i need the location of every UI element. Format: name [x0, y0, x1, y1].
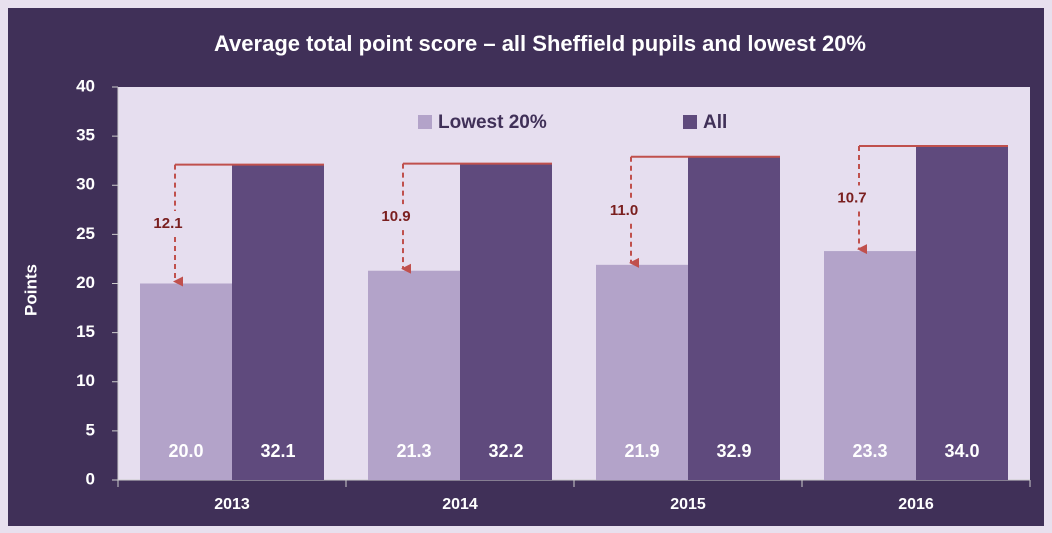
legend-swatch	[683, 115, 697, 129]
chart-title: Average total point score – all Sheffiel…	[214, 31, 866, 56]
x-tick-label: 2013	[214, 496, 250, 513]
value-label: 21.9	[624, 441, 659, 461]
y-tick-label: 5	[86, 420, 95, 439]
legend-label: All	[703, 112, 727, 133]
x-tick-label: 2016	[898, 496, 934, 513]
bar	[368, 270, 460, 480]
value-label: 32.1	[260, 441, 295, 461]
difference-label: 10.9	[381, 208, 410, 225]
y-tick-label: 20	[76, 273, 95, 292]
x-tick-label: 2015	[670, 496, 706, 513]
value-label: 21.3	[396, 441, 431, 461]
value-label: 32.9	[716, 441, 751, 461]
difference-label: 10.7	[837, 189, 866, 206]
bar	[916, 145, 1008, 480]
bar	[824, 251, 916, 480]
bar	[596, 264, 688, 480]
bar	[232, 164, 324, 480]
y-tick-label: 25	[76, 224, 95, 243]
y-tick-label: 15	[76, 322, 95, 341]
y-tick-label: 35	[76, 126, 95, 145]
y-tick-label: 40	[76, 76, 95, 95]
x-tick-label: 2014	[442, 496, 478, 513]
legend-swatch	[418, 115, 432, 129]
y-tick-label: 30	[76, 175, 95, 194]
y-axis-label: Points	[21, 264, 40, 316]
bar	[140, 283, 232, 480]
y-tick-label: 0	[86, 469, 95, 488]
value-label: 20.0	[168, 441, 203, 461]
y-tick-label: 10	[76, 371, 95, 390]
value-label: 34.0	[944, 441, 979, 461]
difference-label: 11.0	[610, 202, 638, 219]
difference-label: 12.1	[153, 215, 182, 232]
legend-label: Lowest 20%	[438, 112, 547, 133]
bar	[688, 156, 780, 480]
value-label: 23.3	[852, 441, 887, 461]
bar	[460, 163, 552, 480]
value-label: 32.2	[488, 441, 523, 461]
